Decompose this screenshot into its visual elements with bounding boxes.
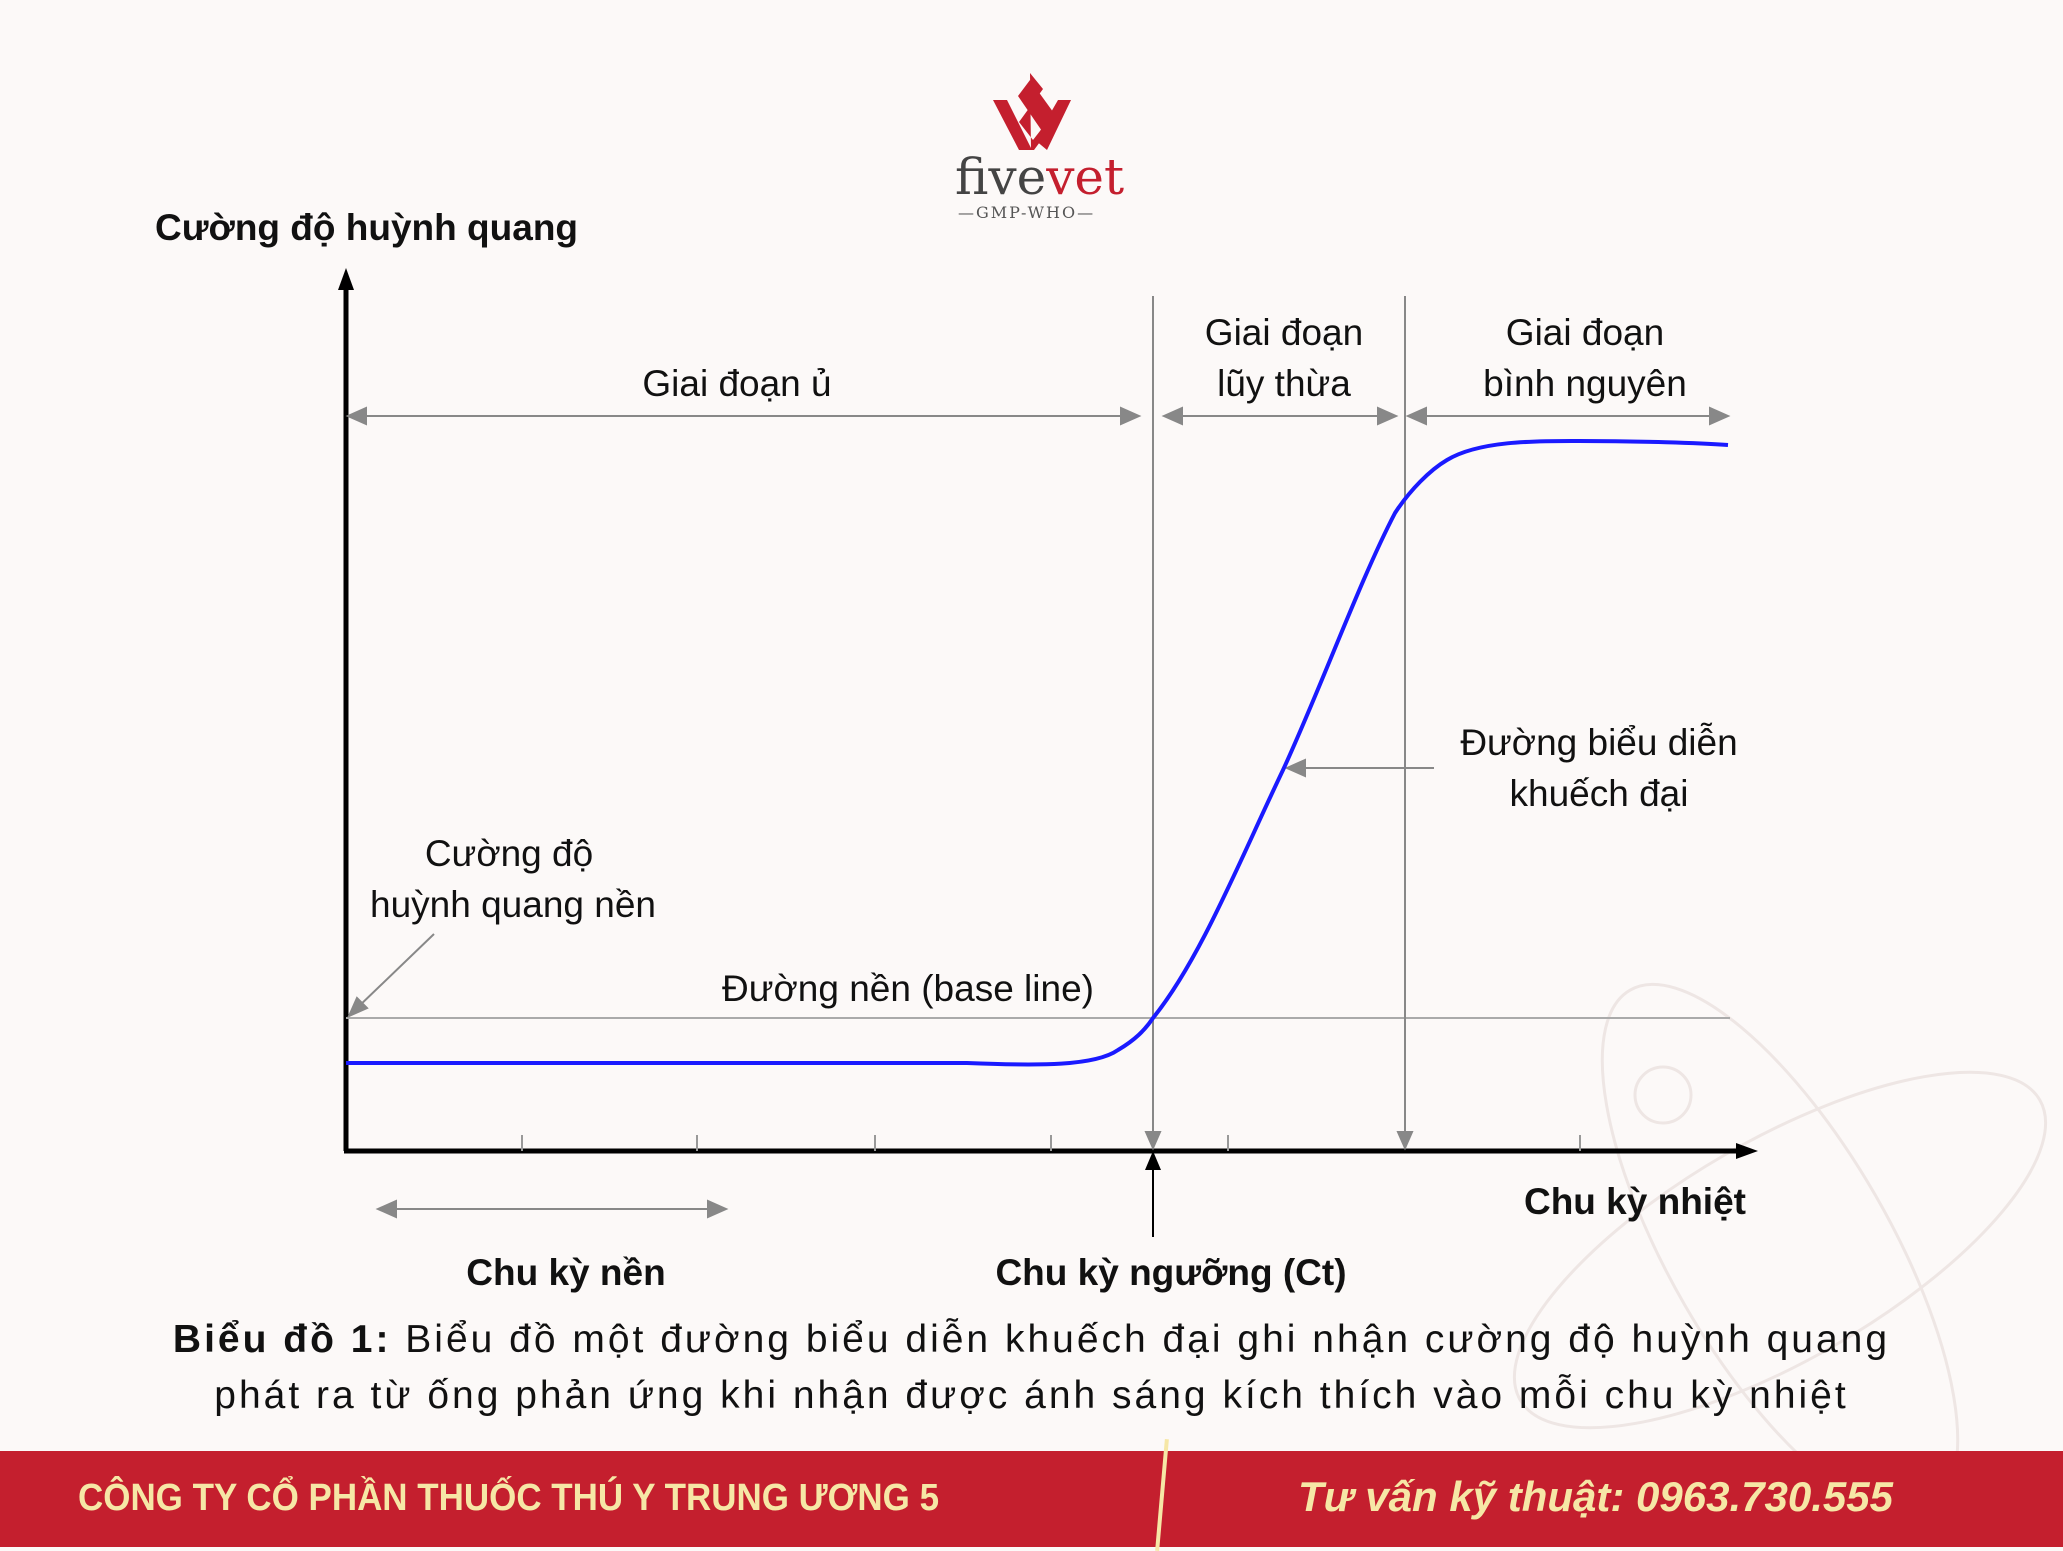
phase-plateau-label-2: bình nguyên [1483, 363, 1687, 404]
phase-dividers [1144, 296, 1414, 1151]
hotline: Tư vấn kỹ thuật: 0963.730.555 [1298, 1473, 1893, 1520]
amplification-curve-label-2: khuếch đại [1510, 773, 1689, 814]
y-axis-label: Cường độ huỳnh quang [155, 207, 578, 248]
logo-part-2: vet [1046, 148, 1125, 206]
phase-arrows [345, 406, 1731, 1219]
caption-line-1: Biểu đồ một đường biểu diễn khuếch đại g… [391, 1318, 1891, 1361]
ct-arrow [1145, 1151, 1161, 1237]
phase-exponential-label-2: lũy thừa [1217, 363, 1351, 404]
y-axis [338, 268, 354, 1151]
phase-incubation-label: Giai đoạn ủ [642, 363, 831, 404]
figure-caption: Biểu đồ 1: Biểu đồ một đường biểu diễn k… [0, 1312, 2063, 1424]
logo-part-1: five [955, 148, 1047, 206]
phase-exponential-label-1: Giai đoạn [1205, 312, 1363, 353]
amplification-curve [346, 438, 1729, 1067]
caption-prefix: Biểu đồ 1: [172, 1318, 392, 1361]
logo-mark-icon [993, 73, 1071, 150]
baseline-cycles-label: Chu kỳ nền [466, 1252, 665, 1293]
amplification-curve-label-1: Đường biểu diễn [1460, 722, 1737, 763]
baseline-label: Đường nền (base line) [722, 968, 1094, 1009]
footer-divider [1155, 1439, 1169, 1551]
logo-wordmark: fivevet [955, 148, 1124, 206]
threshold-cycle-label: Chu kỳ ngưỡng (Ct) [995, 1252, 1346, 1293]
phase-plateau-label-1: Giai đoạn [1506, 312, 1664, 353]
caption-line-2: phát ra từ ống phản ứng khi nhận được án… [214, 1374, 1849, 1417]
x-axis-ticks [521, 1135, 1581, 1151]
logo-subtitle: —GMP-WHO— [958, 203, 1096, 222]
background-fluorescence-label-2: huỳnh quang nền [370, 884, 656, 925]
company-name: CÔNG TY CỔ PHẦN THUỐC THÚ Y TRUNG ƯƠNG 5 [78, 1477, 940, 1519]
x-axis-label: Chu kỳ nhiệt [1524, 1181, 1746, 1222]
x-axis [344, 1143, 1758, 1159]
footer-banner: CÔNG TY CỔ PHẦN THUỐC THÚ Y TRUNG ƯƠNG 5… [0, 1439, 2063, 1551]
background-fluorescence-label-1: Cường độ [425, 833, 593, 874]
